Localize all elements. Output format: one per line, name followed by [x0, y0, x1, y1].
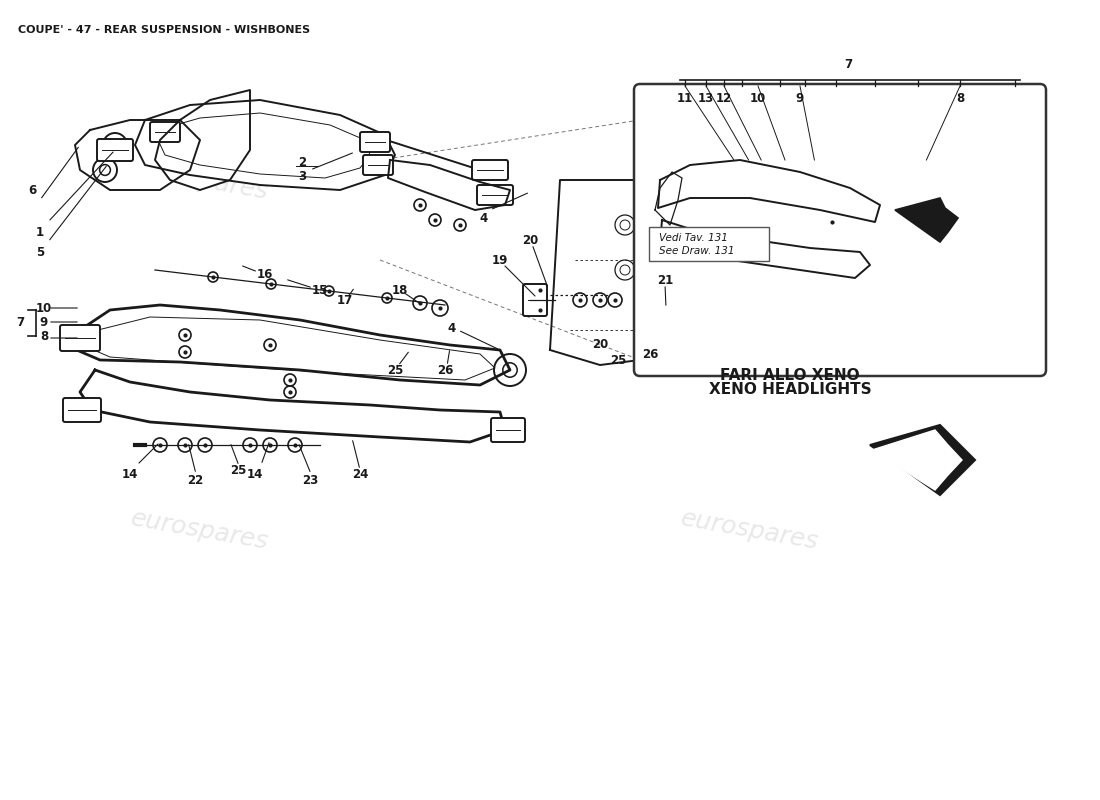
- Text: 14: 14: [246, 469, 263, 482]
- Text: 3: 3: [298, 170, 306, 182]
- Text: 6: 6: [28, 183, 36, 197]
- Text: 4: 4: [448, 322, 456, 334]
- Text: eurospares: eurospares: [129, 156, 271, 204]
- FancyBboxPatch shape: [360, 132, 390, 152]
- FancyBboxPatch shape: [60, 325, 100, 351]
- FancyBboxPatch shape: [522, 284, 547, 316]
- Text: 16: 16: [256, 269, 273, 282]
- Text: 25: 25: [230, 463, 246, 477]
- FancyBboxPatch shape: [491, 418, 525, 442]
- Polygon shape: [75, 120, 200, 190]
- Text: 25: 25: [609, 354, 626, 366]
- Text: 26: 26: [641, 349, 658, 362]
- Text: COUPE' - 47 - REAR SUSPENSION - WISHBONES: COUPE' - 47 - REAR SUSPENSION - WISHBONE…: [18, 25, 310, 35]
- Text: 4: 4: [480, 211, 488, 225]
- Text: 21: 21: [657, 274, 673, 286]
- Text: eurospares: eurospares: [129, 506, 271, 554]
- Polygon shape: [155, 90, 250, 190]
- Text: 10: 10: [750, 91, 766, 105]
- Text: 20: 20: [592, 338, 608, 351]
- Text: 23: 23: [301, 474, 318, 486]
- Text: 19: 19: [492, 254, 508, 266]
- Text: 11: 11: [676, 91, 693, 105]
- FancyBboxPatch shape: [150, 122, 180, 142]
- Text: eurospares: eurospares: [679, 506, 821, 554]
- Text: 25: 25: [387, 363, 404, 377]
- Text: 9: 9: [796, 91, 804, 105]
- Text: 22: 22: [187, 474, 204, 486]
- Text: 18: 18: [392, 283, 408, 297]
- Text: 8: 8: [956, 91, 964, 105]
- Text: 15: 15: [311, 283, 328, 297]
- Text: 7: 7: [844, 58, 852, 71]
- Text: 20: 20: [521, 234, 538, 246]
- FancyBboxPatch shape: [363, 155, 393, 175]
- Polygon shape: [80, 370, 505, 442]
- FancyBboxPatch shape: [649, 227, 769, 261]
- Text: Vedi Tav. 131: Vedi Tav. 131: [659, 233, 728, 243]
- Text: XENO HEADLIGHTS: XENO HEADLIGHTS: [708, 382, 871, 398]
- Text: eurospares: eurospares: [679, 196, 821, 244]
- Text: See Draw. 131: See Draw. 131: [659, 246, 735, 256]
- Text: 24: 24: [352, 469, 368, 482]
- Polygon shape: [660, 220, 870, 278]
- FancyBboxPatch shape: [97, 139, 133, 161]
- Text: 2: 2: [298, 155, 306, 169]
- Text: 8: 8: [40, 330, 48, 342]
- FancyBboxPatch shape: [649, 300, 681, 320]
- Polygon shape: [870, 425, 975, 495]
- Text: 17: 17: [337, 294, 353, 306]
- Polygon shape: [658, 160, 880, 222]
- FancyBboxPatch shape: [63, 398, 101, 422]
- Polygon shape: [550, 180, 720, 365]
- Polygon shape: [872, 430, 962, 490]
- Text: 1: 1: [36, 226, 44, 238]
- Polygon shape: [895, 198, 958, 242]
- Text: FARI ALLO XENO: FARI ALLO XENO: [720, 367, 860, 382]
- FancyBboxPatch shape: [634, 84, 1046, 376]
- Text: 12: 12: [716, 91, 733, 105]
- FancyBboxPatch shape: [477, 185, 513, 205]
- Text: 5: 5: [36, 246, 44, 258]
- Text: 7: 7: [15, 317, 24, 330]
- Text: 13: 13: [697, 91, 714, 105]
- Text: 10: 10: [36, 302, 52, 314]
- Polygon shape: [135, 100, 395, 190]
- Polygon shape: [72, 305, 510, 385]
- Text: 26: 26: [437, 363, 453, 377]
- Text: 9: 9: [40, 315, 48, 329]
- Text: 14: 14: [122, 469, 139, 482]
- FancyBboxPatch shape: [472, 160, 508, 180]
- Polygon shape: [654, 172, 682, 225]
- Polygon shape: [388, 160, 510, 210]
